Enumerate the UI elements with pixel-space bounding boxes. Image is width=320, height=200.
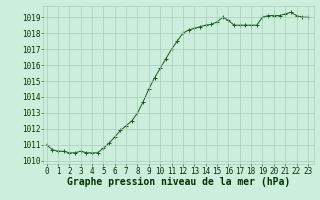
X-axis label: Graphe pression niveau de la mer (hPa): Graphe pression niveau de la mer (hPa) — [67, 177, 290, 187]
